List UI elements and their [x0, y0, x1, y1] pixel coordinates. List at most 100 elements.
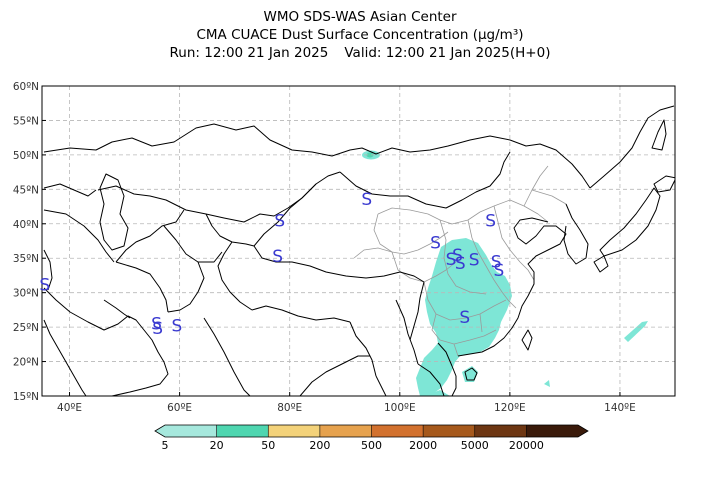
dust-station-marker: S [485, 211, 496, 231]
lat-tick-label: 50ºN [13, 150, 39, 162]
central-asia-border [217, 241, 253, 311]
colorbar-label: 2000 [409, 439, 437, 452]
longitude-axis: 40ºE 60ºE 80ºE 100ºE 120ºE 140ºE [57, 392, 636, 414]
sakhalin-island [651, 119, 667, 151]
korea-peninsula [563, 203, 589, 265]
dust-station-marker: S [459, 308, 470, 328]
japan-honshu [599, 187, 661, 257]
caspian-sea [99, 173, 129, 251]
central-asia-border [409, 281, 425, 341]
dust-plume-east-china [416, 238, 512, 396]
central-asia-border [349, 321, 377, 377]
mongolia-china-border [339, 151, 511, 209]
country-borders [43, 105, 675, 396]
province-border [423, 281, 507, 321]
run-time: Run: 12:00 21 Jan 2025 [169, 45, 329, 61]
russia-south-border [43, 123, 591, 189]
province-border [353, 247, 393, 259]
province-border [519, 261, 535, 281]
russia-far-east-coast [589, 105, 675, 189]
turkey-border [43, 209, 115, 263]
colorbar-label: 500 [361, 439, 382, 452]
colorbar-segment [371, 425, 424, 437]
province-border [453, 343, 459, 357]
colorbar-label: 200 [309, 439, 330, 452]
lat-tick-label: 35ºN [13, 253, 39, 265]
indochina-coast [417, 363, 445, 396]
province-border [501, 291, 517, 309]
colorbar-segment [216, 425, 269, 437]
title-center-name: WMO SDS-WAS Asian Center [263, 9, 457, 25]
dust-station-marker: S [455, 254, 466, 274]
afghanistan-border [163, 225, 223, 263]
chart-title-block: WMO SDS-WAS Asian Center CMA CUACE Dust … [0, 8, 720, 62]
dust-station-marker: S [272, 247, 283, 267]
lon-tick-label: 140ºE [604, 402, 636, 414]
colorbar-label: 20000 [509, 439, 544, 452]
title-product: CMA CUACE Dust Surface Concentration (μg… [196, 27, 524, 43]
colorbar: 5 20 50 200 500 2000 5000 20000 [154, 424, 589, 452]
red-sea-coast [43, 319, 87, 396]
dust-concentration-layer [362, 150, 648, 396]
india-east-coast [299, 355, 370, 396]
lon-tick-label: 100ºE [384, 402, 416, 414]
dust-station-marker: S [39, 275, 50, 295]
japan-hokkaido [653, 175, 675, 193]
central-asia-border [115, 209, 185, 263]
japan-kyushu [593, 255, 609, 273]
taiwan-island [521, 329, 533, 351]
dust-patch-mongolia-core [366, 152, 374, 158]
lat-tick-label: 15ºN [13, 391, 39, 403]
province-border [439, 219, 487, 295]
lon-tick-label: 80ºE [277, 402, 302, 414]
lat-tick-label: 45ºN [13, 184, 39, 196]
dust-patch-luzon-strait [544, 380, 550, 387]
arabia-coast [43, 287, 169, 396]
province-border [467, 219, 503, 293]
colorbar-segment [526, 425, 588, 437]
province-border [493, 199, 549, 223]
lat-tick-label: 25ºN [13, 322, 39, 334]
colorbar-label: 5 [162, 439, 169, 452]
lon-tick-label: 40ºE [57, 402, 82, 414]
map-gridlines [42, 86, 675, 396]
lat-tick-label: 55ºN [13, 115, 39, 127]
central-asia-border [205, 213, 255, 247]
vietnam-coast [451, 365, 457, 396]
lat-tick-label: 20ºN [13, 357, 39, 369]
province-border [493, 205, 521, 263]
lon-tick-label: 120ºE [494, 402, 526, 414]
central-asia-border [251, 305, 351, 323]
province-borders [353, 165, 567, 357]
province-border [523, 165, 549, 207]
pakistan-border [167, 261, 205, 313]
valid-time: Valid: 12:00 21 Jan 2025(H+0) [344, 45, 551, 61]
province-border [377, 205, 495, 225]
black-sea-region [43, 183, 97, 197]
lat-tick-label: 40ºN [13, 219, 39, 231]
lon-tick-label: 60ºE [167, 402, 192, 414]
china-west-border [253, 183, 425, 283]
dust-station-marker: S [452, 246, 463, 266]
colorbar-label: 20 [210, 439, 224, 452]
title-times: Run: 12:00 21 Jan 2025 Valid: 12:00 21 Ja… [0, 44, 720, 62]
dust-station-marker: S [274, 211, 285, 231]
dust-station-marker: S [361, 190, 372, 210]
colorbar-segment [268, 425, 320, 437]
iran-border [115, 261, 169, 313]
colorbar-segment [319, 425, 372, 437]
boundaries [43, 105, 675, 396]
colorbar-segment [423, 425, 475, 437]
central-asia-border [395, 299, 419, 365]
lat-tick-label: 30ºN [13, 288, 39, 300]
dust-patch-pacific [624, 321, 648, 342]
dust-station-marker: S [430, 233, 441, 253]
dust-station-marker: S [152, 319, 163, 339]
china-east-coast [457, 217, 567, 357]
dust-station-marker: S [493, 261, 504, 281]
dust-station-marker: S [469, 251, 480, 271]
province-border [479, 313, 483, 333]
colorbar-outline [154, 424, 589, 438]
dust-station-marker: S [491, 253, 502, 273]
